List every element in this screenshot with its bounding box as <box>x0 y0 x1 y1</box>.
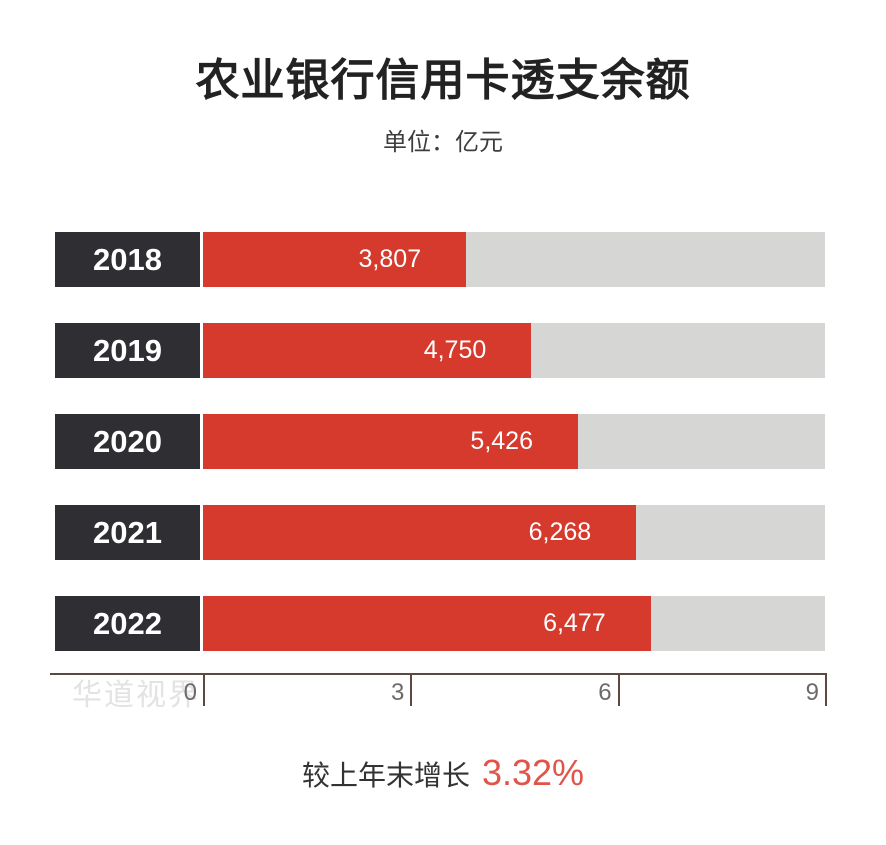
bar-track: 5,426 <box>203 414 825 469</box>
year-label: 2020 <box>55 414 200 469</box>
bar-value-label: 5,426 <box>470 427 533 455</box>
bar-track: 3,807 <box>203 232 825 287</box>
growth-value: 3.32% <box>481 752 585 793</box>
x-axis-line <box>50 673 825 675</box>
chart-title: 农业银行信用卡透支余额 <box>195 56 691 105</box>
axis-tick-label: 0 <box>183 679 197 706</box>
x-axis: 华道视界 0 3 6 9 <box>0 673 886 723</box>
chart-row: 2019 4,750 <box>55 323 825 378</box>
bar-fill: 5,426 <box>203 414 578 469</box>
axis-tick <box>825 673 827 706</box>
axis-tick-label: 6 <box>598 679 612 706</box>
axis-tick <box>617 673 620 706</box>
chart-subtitle: 单位：亿元 <box>383 129 503 156</box>
bar-value-label: 6,268 <box>528 518 592 546</box>
bar-fill: 6,477 <box>203 596 651 651</box>
bar-fill: 4,750 <box>203 323 532 378</box>
chart-row: 2022 6,477 <box>55 596 825 651</box>
year-label: 2021 <box>55 505 200 560</box>
bar-value-label: 4,750 <box>423 336 487 364</box>
bar-track: 6,268 <box>203 505 825 560</box>
bar-track: 4,750 <box>203 323 825 378</box>
year-label: 2022 <box>55 596 200 651</box>
axis-tick <box>410 673 413 706</box>
axis-tick <box>203 673 205 706</box>
axis-tick-label: 3 <box>390 679 405 706</box>
chart-row: 2018 3,807 <box>55 232 825 287</box>
year-label: 2018 <box>55 232 200 287</box>
bar-track: 6,477 <box>203 596 825 651</box>
bar-fill: 6,268 <box>203 505 637 560</box>
chart-row: 2020 5,426 <box>55 414 825 469</box>
bar-value-label: 6,477 <box>543 609 606 637</box>
bar-fill: 3,807 <box>203 232 467 287</box>
year-label: 2019 <box>55 323 200 378</box>
chart-row: 2021 6,268 <box>55 505 825 560</box>
growth-label: 较上年末增长 <box>301 760 470 791</box>
bars-area: 2018 3,807 2019 4,750 2020 5,426 2021 6,268 2022… <box>55 232 825 687</box>
growth-note: 较上年末增长 3.32% <box>0 752 886 794</box>
watermark: 华道视界 <box>72 679 200 712</box>
axis-tick-label: 9 <box>805 679 819 706</box>
bar-value-label: 3,807 <box>358 245 422 273</box>
